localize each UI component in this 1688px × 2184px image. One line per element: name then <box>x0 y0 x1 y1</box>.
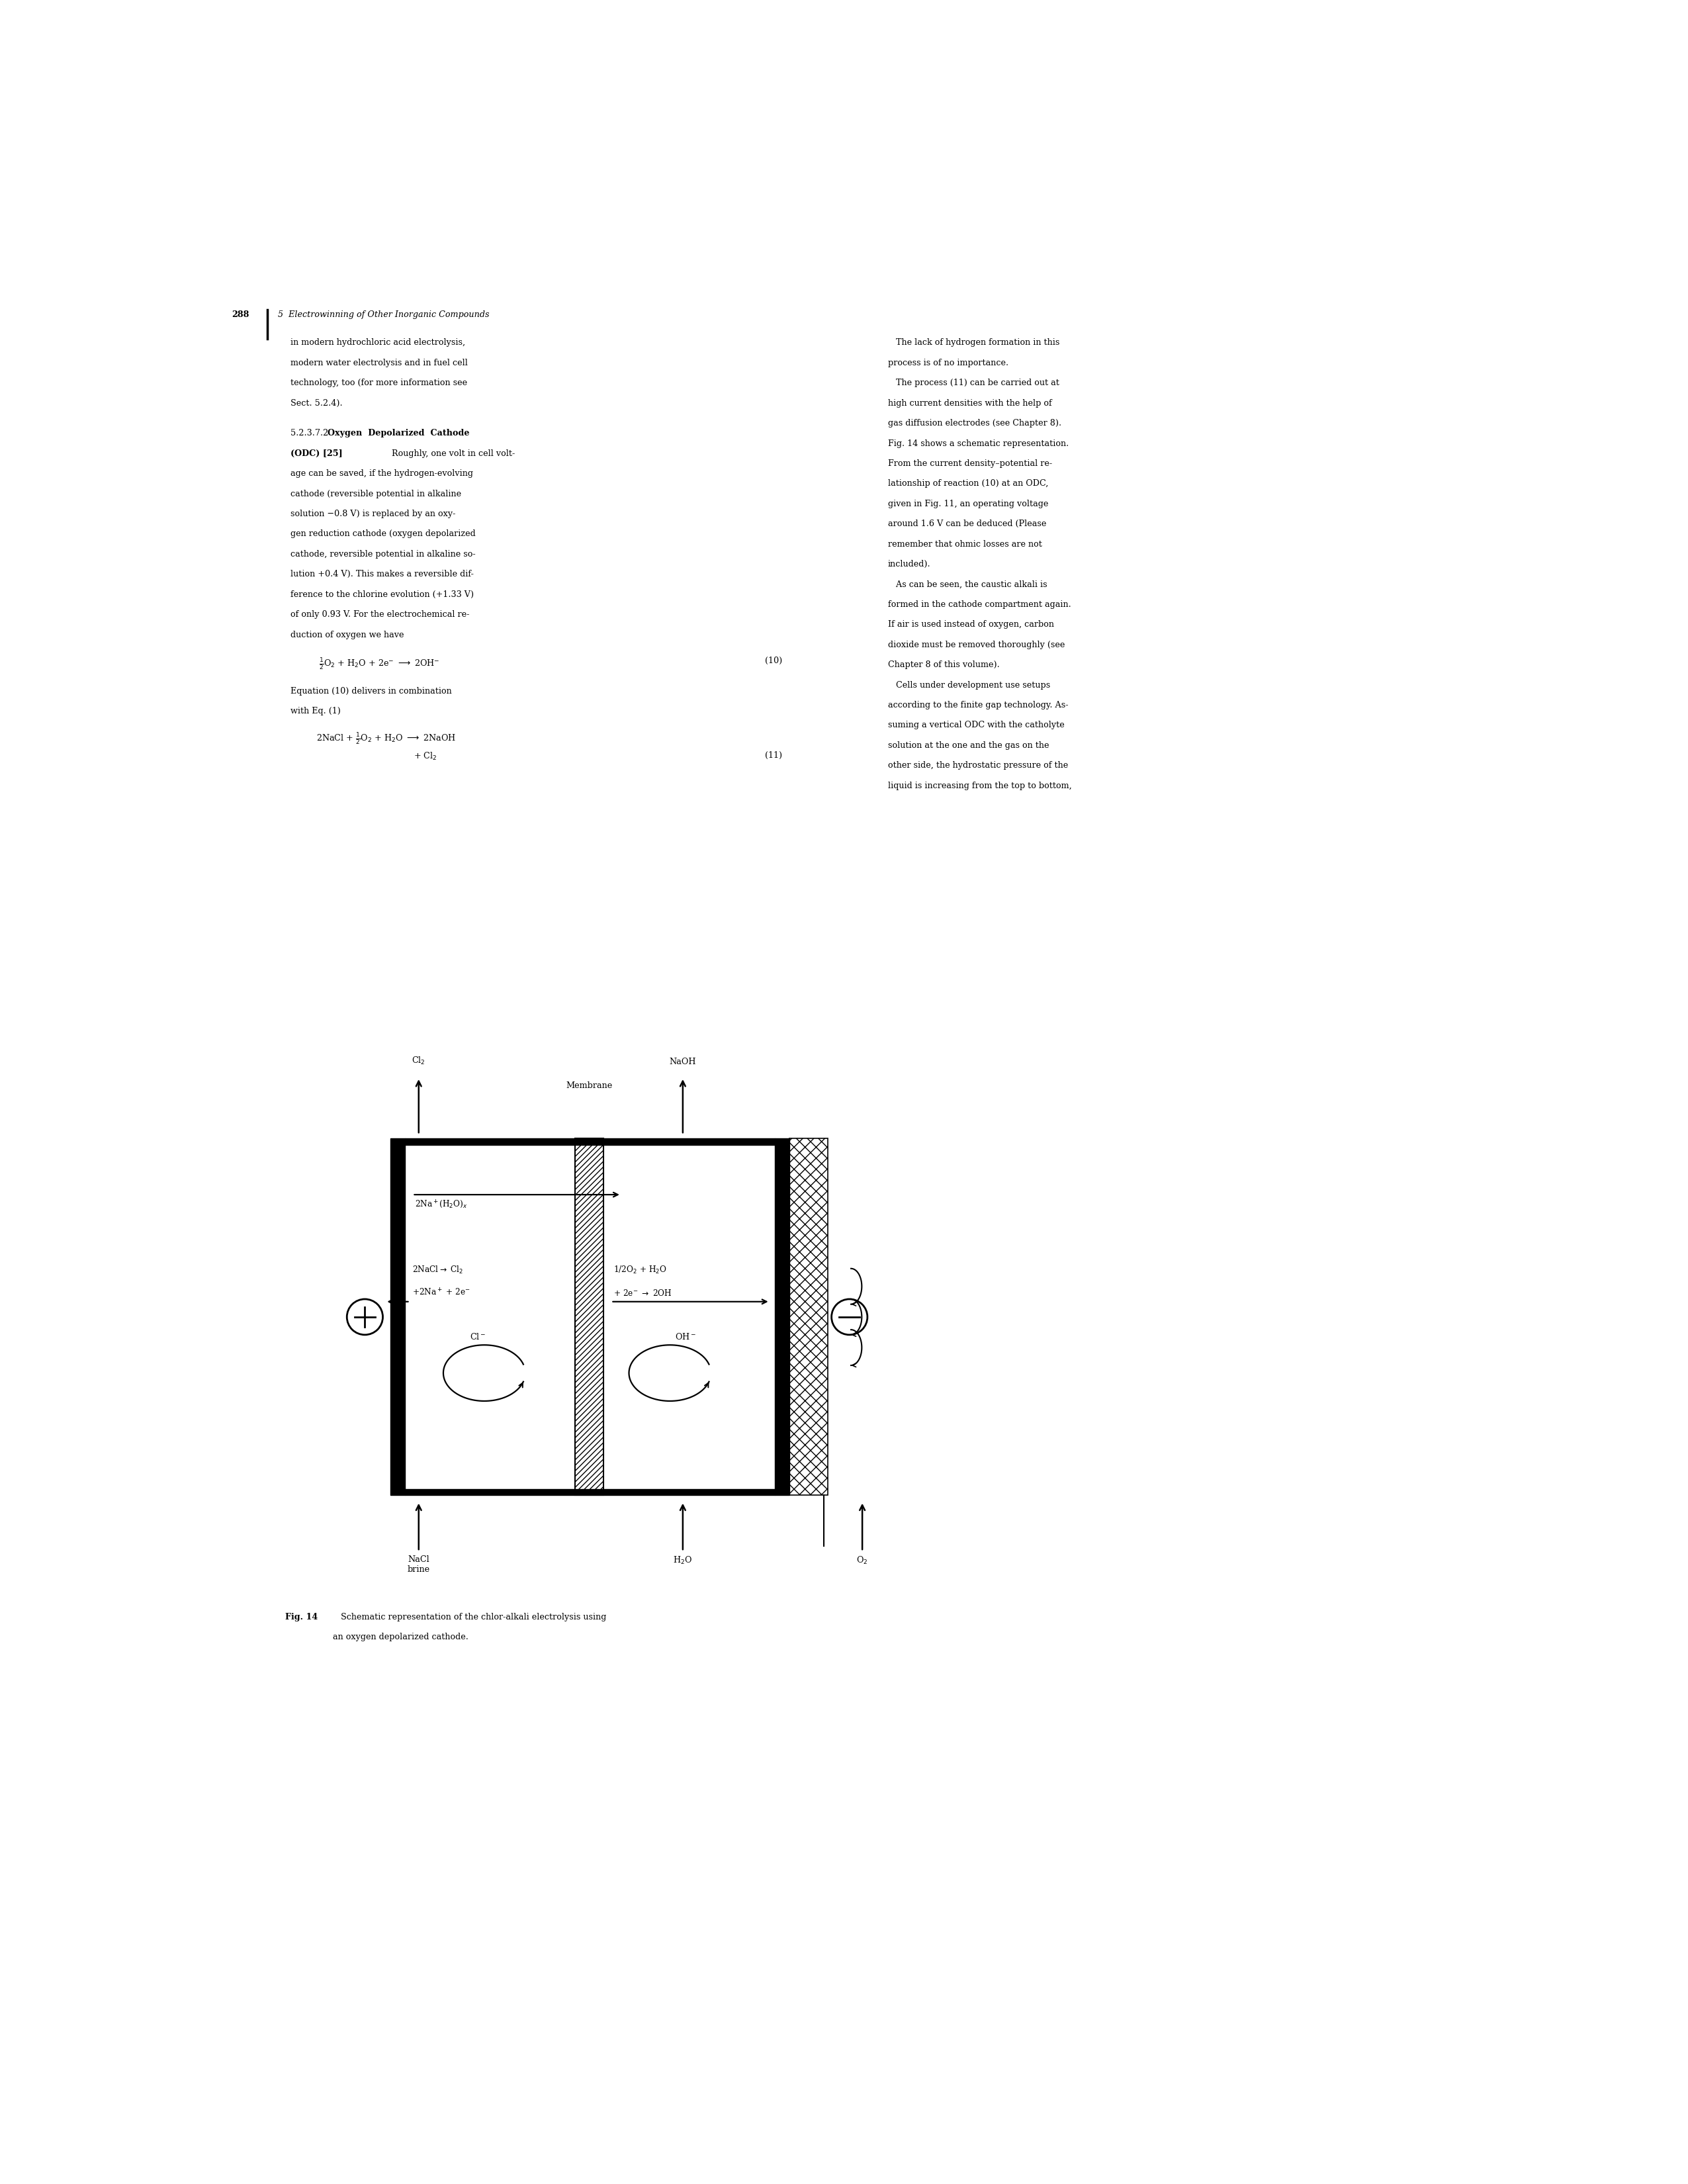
Text: lution +0.4 V). This makes a reversible dif-: lution +0.4 V). This makes a reversible … <box>290 570 474 579</box>
Text: modern water electrolysis and in fuel cell: modern water electrolysis and in fuel ce… <box>290 358 468 367</box>
Text: H$_2$O: H$_2$O <box>674 1555 692 1566</box>
Text: high current densities with the help of: high current densities with the help of <box>888 400 1052 408</box>
Text: Cl$^-$: Cl$^-$ <box>471 1332 486 1341</box>
Text: $\frac{1}{2}$O$_2$ + H$_2$O + 2e$^{-}$ $\longrightarrow$ 2OH$^{-}$: $\frac{1}{2}$O$_2$ + H$_2$O + 2e$^{-}$ $… <box>319 657 439 670</box>
Text: gas diffusion electrodes (see Chapter 8).: gas diffusion electrodes (see Chapter 8)… <box>888 419 1062 428</box>
Text: given in Fig. 11, an operating voltage: given in Fig. 11, an operating voltage <box>888 500 1048 509</box>
Text: If air is used instead of oxygen, carbon: If air is used instead of oxygen, carbon <box>888 620 1053 629</box>
Bar <box>405 1138 775 1144</box>
Text: of only 0.93 V. For the electrochemical re-: of only 0.93 V. For the electrochemical … <box>290 609 469 618</box>
Text: cathode, reversible potential in alkaline so-: cathode, reversible potential in alkalin… <box>290 550 476 559</box>
Text: The process (11) can be carried out at: The process (11) can be carried out at <box>888 378 1058 387</box>
Text: duction of oxygen we have: duction of oxygen we have <box>290 631 403 640</box>
Text: + 2e$^{-}$ $\rightarrow$ 2OH: + 2e$^{-}$ $\rightarrow$ 2OH <box>613 1289 672 1297</box>
Text: in modern hydrochloric acid electrolysis,: in modern hydrochloric acid electrolysis… <box>290 339 466 347</box>
Text: The lack of hydrogen formation in this: The lack of hydrogen formation in this <box>888 339 1060 347</box>
Text: cathode (reversible potential in alkaline: cathode (reversible potential in alkalin… <box>290 489 461 498</box>
Text: 2Na$^+$(H$_2$O)$_x$: 2Na$^+$(H$_2$O)$_x$ <box>415 1199 468 1210</box>
Text: lationship of reaction (10) at an ODC,: lationship of reaction (10) at an ODC, <box>888 480 1048 487</box>
Text: formed in the cathode compartment again.: formed in the cathode compartment again. <box>888 601 1072 609</box>
Text: process is of no importance.: process is of no importance. <box>888 358 1008 367</box>
Text: Oxygen  Depolarized  Cathode: Oxygen Depolarized Cathode <box>327 428 469 437</box>
Text: Chapter 8 of this volume).: Chapter 8 of this volume). <box>888 660 999 668</box>
Bar <box>405 1489 775 1496</box>
Text: an oxygen depolarized cathode.: an oxygen depolarized cathode. <box>333 1634 468 1640</box>
Text: liquid is increasing from the top to bottom,: liquid is increasing from the top to bot… <box>888 782 1072 791</box>
Text: ference to the chlorine evolution (+1.33 V): ference to the chlorine evolution (+1.33… <box>290 590 474 598</box>
Text: included).: included). <box>888 559 930 568</box>
Text: O$_2$: O$_2$ <box>856 1555 868 1566</box>
Text: +2Na$^+$ + 2e$^{-}$: +2Na$^+$ + 2e$^{-}$ <box>412 1286 471 1297</box>
Bar <box>390 1138 405 1496</box>
Text: with Eq. (1): with Eq. (1) <box>290 708 341 716</box>
Bar <box>775 1138 790 1496</box>
Text: + Cl$_2$: + Cl$_2$ <box>414 751 437 762</box>
Text: OH$^-$: OH$^-$ <box>675 1332 695 1341</box>
Text: remember that ohmic losses are not: remember that ohmic losses are not <box>888 539 1041 548</box>
Text: As can be seen, the caustic alkali is: As can be seen, the caustic alkali is <box>888 581 1047 590</box>
Text: Equation (10) delivers in combination: Equation (10) delivers in combination <box>290 686 452 695</box>
Text: Schematic representation of the chlor-alkali electrolysis using: Schematic representation of the chlor-al… <box>333 1612 606 1621</box>
Text: 5  Electrowinning of Other Inorganic Compounds: 5 Electrowinning of Other Inorganic Comp… <box>277 310 490 319</box>
Text: other side, the hydrostatic pressure of the: other side, the hydrostatic pressure of … <box>888 762 1069 769</box>
Text: (ODC) [25]: (ODC) [25] <box>290 450 343 459</box>
Text: 2NaCl$\rightarrow$ Cl$_2$: 2NaCl$\rightarrow$ Cl$_2$ <box>412 1265 464 1275</box>
Text: according to the finite gap technology. As-: according to the finite gap technology. … <box>888 701 1069 710</box>
Text: Fig. 14 shows a schematic representation.: Fig. 14 shows a schematic representation… <box>888 439 1069 448</box>
Text: 2NaCl + $\frac{1}{2}$O$_2$ + H$_2$O $\longrightarrow$ 2NaOH: 2NaCl + $\frac{1}{2}$O$_2$ + H$_2$O $\lo… <box>316 732 456 745</box>
Text: 1/2O$_2$ + H$_2$O: 1/2O$_2$ + H$_2$O <box>613 1265 667 1275</box>
Text: solution at the one and the gas on the: solution at the one and the gas on the <box>888 740 1048 749</box>
Text: Roughly, one volt in cell volt-: Roughly, one volt in cell volt- <box>383 450 515 459</box>
Text: (10): (10) <box>765 657 782 666</box>
Text: NaOH: NaOH <box>670 1057 695 1066</box>
Text: 288: 288 <box>231 310 248 319</box>
Text: Membrane: Membrane <box>565 1081 613 1090</box>
Text: dioxide must be removed thoroughly (see: dioxide must be removed thoroughly (see <box>888 640 1065 649</box>
Text: Cl$_2$: Cl$_2$ <box>412 1055 425 1066</box>
Text: suming a vertical ODC with the catholyte: suming a vertical ODC with the catholyte <box>888 721 1065 729</box>
Text: Fig. 14: Fig. 14 <box>285 1612 317 1621</box>
Text: NaCl
brine: NaCl brine <box>407 1555 430 1575</box>
Text: age can be saved, if the hydrogen-evolving: age can be saved, if the hydrogen-evolvi… <box>290 470 473 478</box>
Text: (11): (11) <box>765 751 782 760</box>
Text: From the current density–potential re-: From the current density–potential re- <box>888 459 1052 467</box>
Text: gen reduction cathode (oxygen depolarized: gen reduction cathode (oxygen depolarize… <box>290 531 476 537</box>
Text: Sect. 5.2.4).: Sect. 5.2.4). <box>290 400 343 408</box>
Text: solution −0.8 V) is replaced by an oxy-: solution −0.8 V) is replaced by an oxy- <box>290 509 456 518</box>
Text: technology, too (for more information see: technology, too (for more information se… <box>290 378 468 387</box>
Text: around 1.6 V can be deduced (Please: around 1.6 V can be deduced (Please <box>888 520 1047 529</box>
Bar <box>576 1138 603 1496</box>
Bar <box>790 1138 827 1496</box>
Text: Cells under development use setups: Cells under development use setups <box>888 681 1050 690</box>
Text: 5.2.3.7.2: 5.2.3.7.2 <box>290 428 334 437</box>
